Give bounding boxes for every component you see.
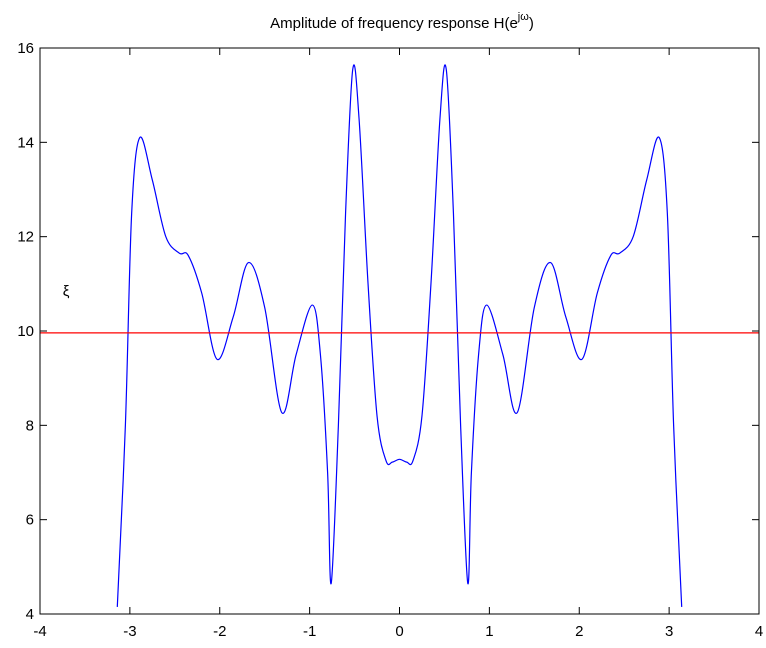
x-tick-label: 1	[485, 623, 493, 640]
y-tick-label: 10	[17, 323, 34, 340]
x-tick-label: 0	[395, 623, 403, 640]
y-tick-label: 12	[17, 229, 34, 246]
x-tick-label: -2	[213, 623, 226, 640]
title-suffix: )	[529, 15, 534, 32]
y-tick-label: 14	[17, 134, 34, 151]
title-main: Amplitude of frequency response H(e	[270, 15, 518, 32]
y-tick-label: 16	[17, 40, 34, 57]
annotation: ξ	[63, 283, 70, 300]
x-tick-label: 2	[575, 623, 583, 640]
y-tick-label: 6	[26, 512, 34, 529]
x-tick-label: -4	[33, 623, 46, 640]
x-tick-label: -1	[303, 623, 316, 640]
x-tick-label: -3	[123, 623, 136, 640]
x-tick-label: 3	[665, 623, 673, 640]
title-superscript: jω	[517, 11, 529, 23]
plot-frame	[39, 47, 760, 615]
line-series	[116, 64, 683, 607]
y-tick-label: 4	[26, 606, 34, 623]
y-tick-label: 8	[26, 417, 34, 434]
x-tick-label: 4	[755, 623, 763, 640]
chart-title: Amplitude of frequency response H(ejω)	[270, 11, 534, 32]
